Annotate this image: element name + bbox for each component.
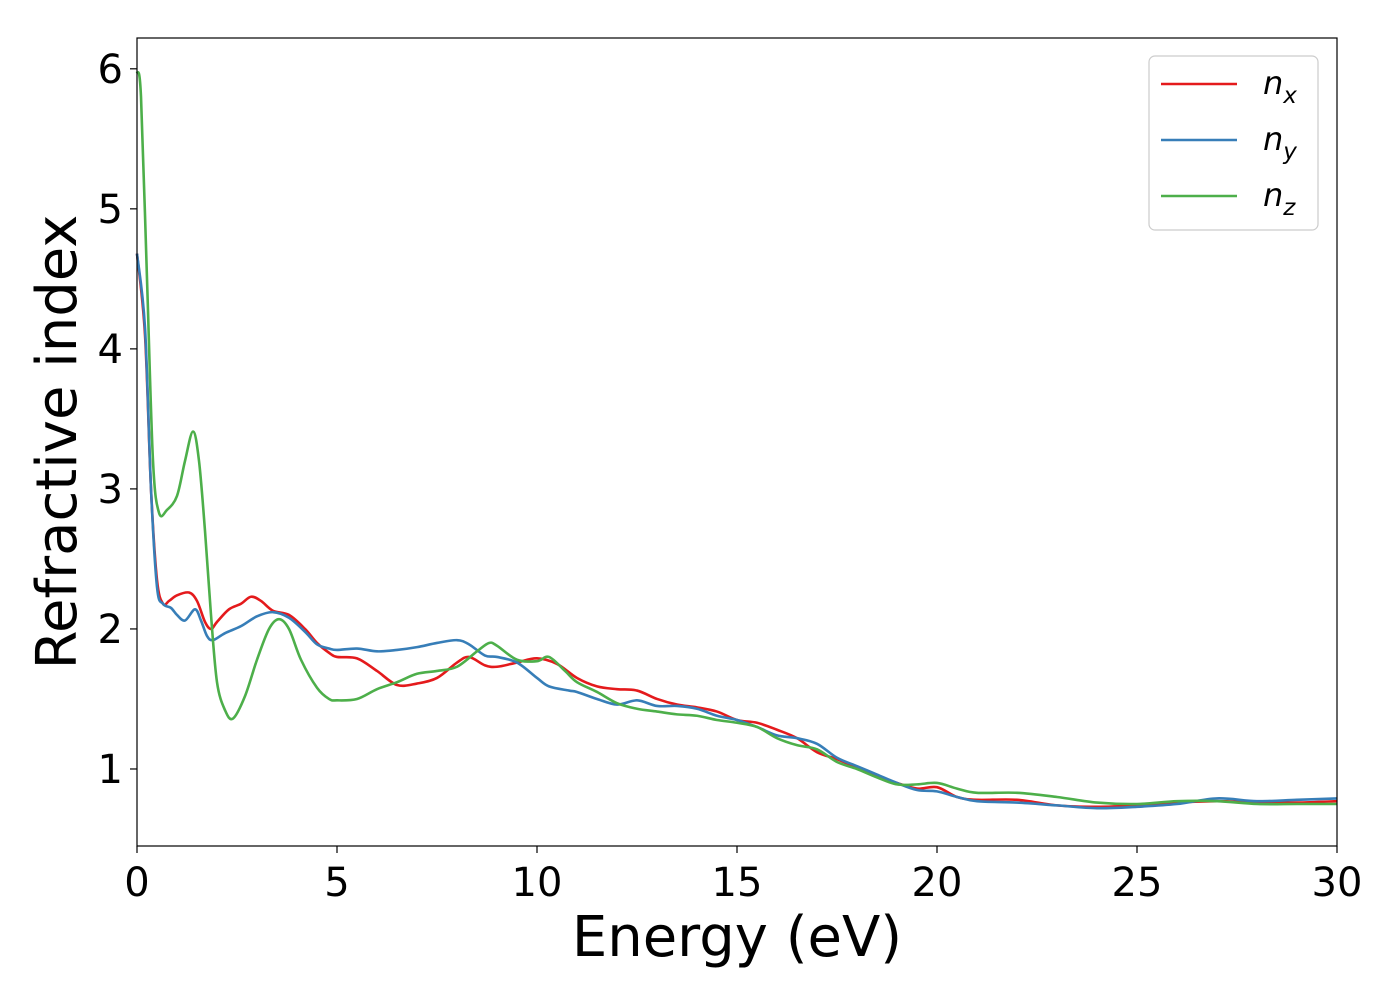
y-tick-label: 2: [98, 607, 123, 653]
x-tick-label: 25: [1112, 860, 1163, 906]
x-axis-label: Energy (eV): [572, 905, 902, 970]
x-tick-label: 5: [324, 860, 349, 906]
series-line-n-y: [135, 253, 1338, 810]
legend-label-subscript: y: [1282, 139, 1297, 165]
x-tick-label: 15: [712, 860, 763, 906]
legend-label-subscript: z: [1282, 195, 1296, 221]
y-axis: 1 2 3 4 5 6: [98, 47, 137, 793]
x-tick-label: 10: [512, 860, 563, 906]
legend-label: nz: [1263, 176, 1296, 221]
y-tick-label: 1: [98, 747, 123, 793]
x-tick-label: 0: [124, 860, 149, 906]
x-tick-label: 20: [912, 860, 963, 906]
y-tick-label: 3: [98, 467, 123, 513]
legend-label-base: n: [1263, 176, 1283, 214]
legend-label-base: n: [1263, 64, 1283, 102]
y-tick-label: 5: [98, 187, 123, 233]
legend-label: ny: [1263, 120, 1297, 165]
x-tick-label: 30: [1312, 860, 1363, 906]
legend-label: nx: [1263, 64, 1297, 109]
legend-label-base: n: [1263, 120, 1283, 158]
x-axis: 0 5 10 15 20 25 30: [124, 846, 1362, 906]
y-tick-label: 4: [98, 327, 123, 373]
plot-area: [137, 38, 1337, 846]
y-axis-label: Refractive index: [25, 215, 90, 670]
y-tick-label: 6: [98, 47, 123, 93]
series-line-n-z: [135, 71, 1337, 806]
series-layer: [135, 71, 1338, 810]
legend-box: [1148, 55, 1319, 231]
legend-label-subscript: x: [1282, 83, 1297, 109]
